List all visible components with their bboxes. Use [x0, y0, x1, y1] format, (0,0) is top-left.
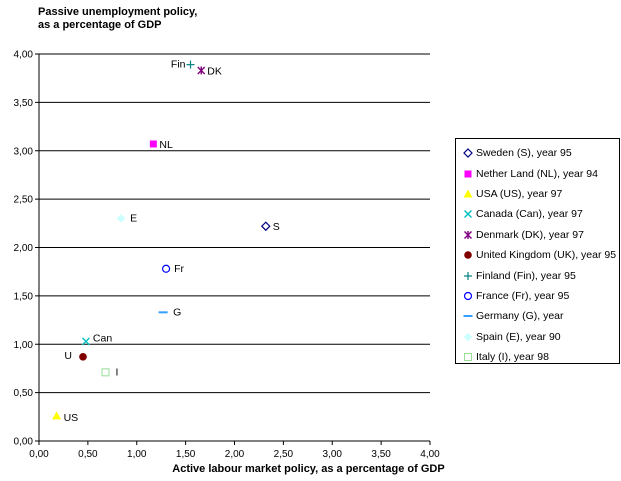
- point-label-fr: Fr: [174, 263, 184, 275]
- legend-marker: [464, 170, 472, 178]
- legend-marker: [464, 271, 472, 280]
- y-tick-label: 0,00: [14, 437, 34, 448]
- axes: [35, 53, 431, 445]
- y-tick-label: 4,00: [14, 50, 34, 61]
- y-tick-label: 3,00: [14, 146, 34, 157]
- legend-marker: [464, 230, 472, 239]
- data-point-dk: [197, 66, 206, 75]
- data-point-can: [81, 337, 90, 346]
- legend-marker: [463, 148, 473, 159]
- data-point-u: [79, 353, 87, 361]
- legend-item: Nether Land (NL), year 94: [456, 163, 619, 183]
- legend-marker-i: [464, 353, 472, 362]
- legend-item: Finland (Fin), year 95: [456, 265, 619, 285]
- legend-label: Sweden (S), year 95: [476, 147, 572, 160]
- point-label-u: U: [64, 350, 72, 362]
- legend-label: Canada (Can), year 97: [476, 208, 583, 221]
- y-tick-label: 1,00: [14, 340, 34, 351]
- legend-marker-us: [463, 189, 473, 198]
- y-tick-label: 1,50: [14, 291, 34, 302]
- gridlines: [39, 53, 430, 394]
- data-points: [52, 60, 271, 420]
- legend-marker: [463, 315, 473, 318]
- legend-marker-u: [464, 251, 472, 259]
- legend-label: Denmark (DK), year 97: [476, 228, 584, 241]
- x-tick-label: 0,00: [29, 449, 49, 460]
- point-label-nl: NL: [159, 139, 173, 151]
- legend-label: United Kingdom (UK), year 95: [476, 249, 617, 262]
- point-label-us: US: [64, 412, 79, 424]
- x-tick-label: 0,50: [78, 449, 98, 460]
- x-axis-title: Active labour market policy, as a percen…: [172, 463, 445, 475]
- point-labels: S NL US Can DK U Fin Fr G E I: [64, 59, 280, 424]
- legend-item: United Kingdom (UK), year 95: [456, 245, 619, 265]
- legend-item: Denmark (DK), year 97: [456, 225, 619, 245]
- x-tick-label: 2,50: [274, 449, 294, 460]
- legend-label: France (Fr), year 95: [476, 289, 570, 302]
- legend-item: Spain (E), year 90: [456, 327, 619, 347]
- legend-marker-e: [463, 332, 473, 342]
- x-tick-label: 1,00: [127, 449, 147, 460]
- legend-marker: [463, 291, 473, 301]
- data-point-fr: [161, 264, 171, 273]
- point-label-fin: Fin: [171, 59, 186, 71]
- data-point-nl: [149, 140, 157, 148]
- legend-marker: [463, 189, 473, 198]
- legend-item: USA (US), year 97: [456, 184, 619, 204]
- legend-marker-can: [464, 210, 472, 219]
- x-tick-label: 3,50: [371, 449, 391, 460]
- legend-label: USA (US), year 97: [476, 187, 563, 200]
- legend-item: France (Fr), year 95: [456, 286, 619, 306]
- legend-marker: [463, 332, 473, 342]
- x-tick-label: 1,50: [176, 449, 196, 460]
- y-tick-label: 2,50: [14, 195, 34, 206]
- point-label-s: S: [273, 221, 280, 233]
- legend-marker: [464, 251, 472, 259]
- x-axis-title-wrap: Active labour market policy, as a percen…: [0, 463, 621, 475]
- legend-marker-fr: [463, 291, 473, 301]
- data-point-fin: [186, 60, 195, 69]
- legend: Sweden (S), year 95 Nether Land (NL), yea…: [455, 138, 620, 364]
- point-label-e: E: [130, 212, 137, 224]
- legend-item: Germany (G), year: [456, 306, 619, 326]
- legend-marker-s: [463, 148, 473, 159]
- point-label-g: G: [173, 306, 181, 318]
- legend-item: Canada (Can), year 97: [456, 204, 619, 224]
- y-tick-label: 2,00: [14, 243, 34, 254]
- y-tick-labels: 0,00 0,50 1,00 1,50 2,00 2,50 3,00 3,50 4,00: [14, 50, 34, 448]
- data-point-e: [116, 214, 126, 223]
- legend-label: Germany (G), year: [476, 310, 564, 323]
- legend-label: Spain (E), year 90: [476, 330, 561, 343]
- point-label-dk: DK: [207, 65, 222, 77]
- data-point-s: [260, 221, 271, 232]
- point-label-can: Can: [93, 332, 112, 344]
- legend-item: Italy (I), year 98: [456, 347, 619, 367]
- x-tick-label: 2,00: [225, 449, 245, 460]
- data-point-i: [101, 368, 110, 377]
- legend-marker-fin: [464, 271, 472, 280]
- legend-marker-dk: [464, 230, 472, 239]
- x-tick-label: 4,00: [420, 449, 440, 460]
- legend-label: Finland (Fin), year 95: [476, 269, 576, 282]
- y-axis-title: Passive unemployment policy, as a percen…: [38, 6, 198, 31]
- legend-label: Nether Land (NL), year 94: [476, 167, 598, 180]
- x-tick-label: 3,00: [323, 449, 343, 460]
- legend-marker-nl: [464, 170, 472, 178]
- legend-label: Italy (I), year 98: [476, 351, 549, 364]
- data-point-us: [52, 411, 62, 420]
- y-tick-label: 0,50: [14, 388, 34, 399]
- x-tick-labels: 0,00 0,50 1,00 1,50 2,00 2,50 3,00 3,50 4,00: [29, 449, 440, 460]
- point-label-i: I: [115, 366, 118, 378]
- y-tick-label: 3,50: [14, 98, 34, 109]
- legend-item: Sweden (S), year 95: [456, 143, 619, 163]
- legend-marker: [464, 353, 472, 362]
- legend-marker: [464, 210, 472, 219]
